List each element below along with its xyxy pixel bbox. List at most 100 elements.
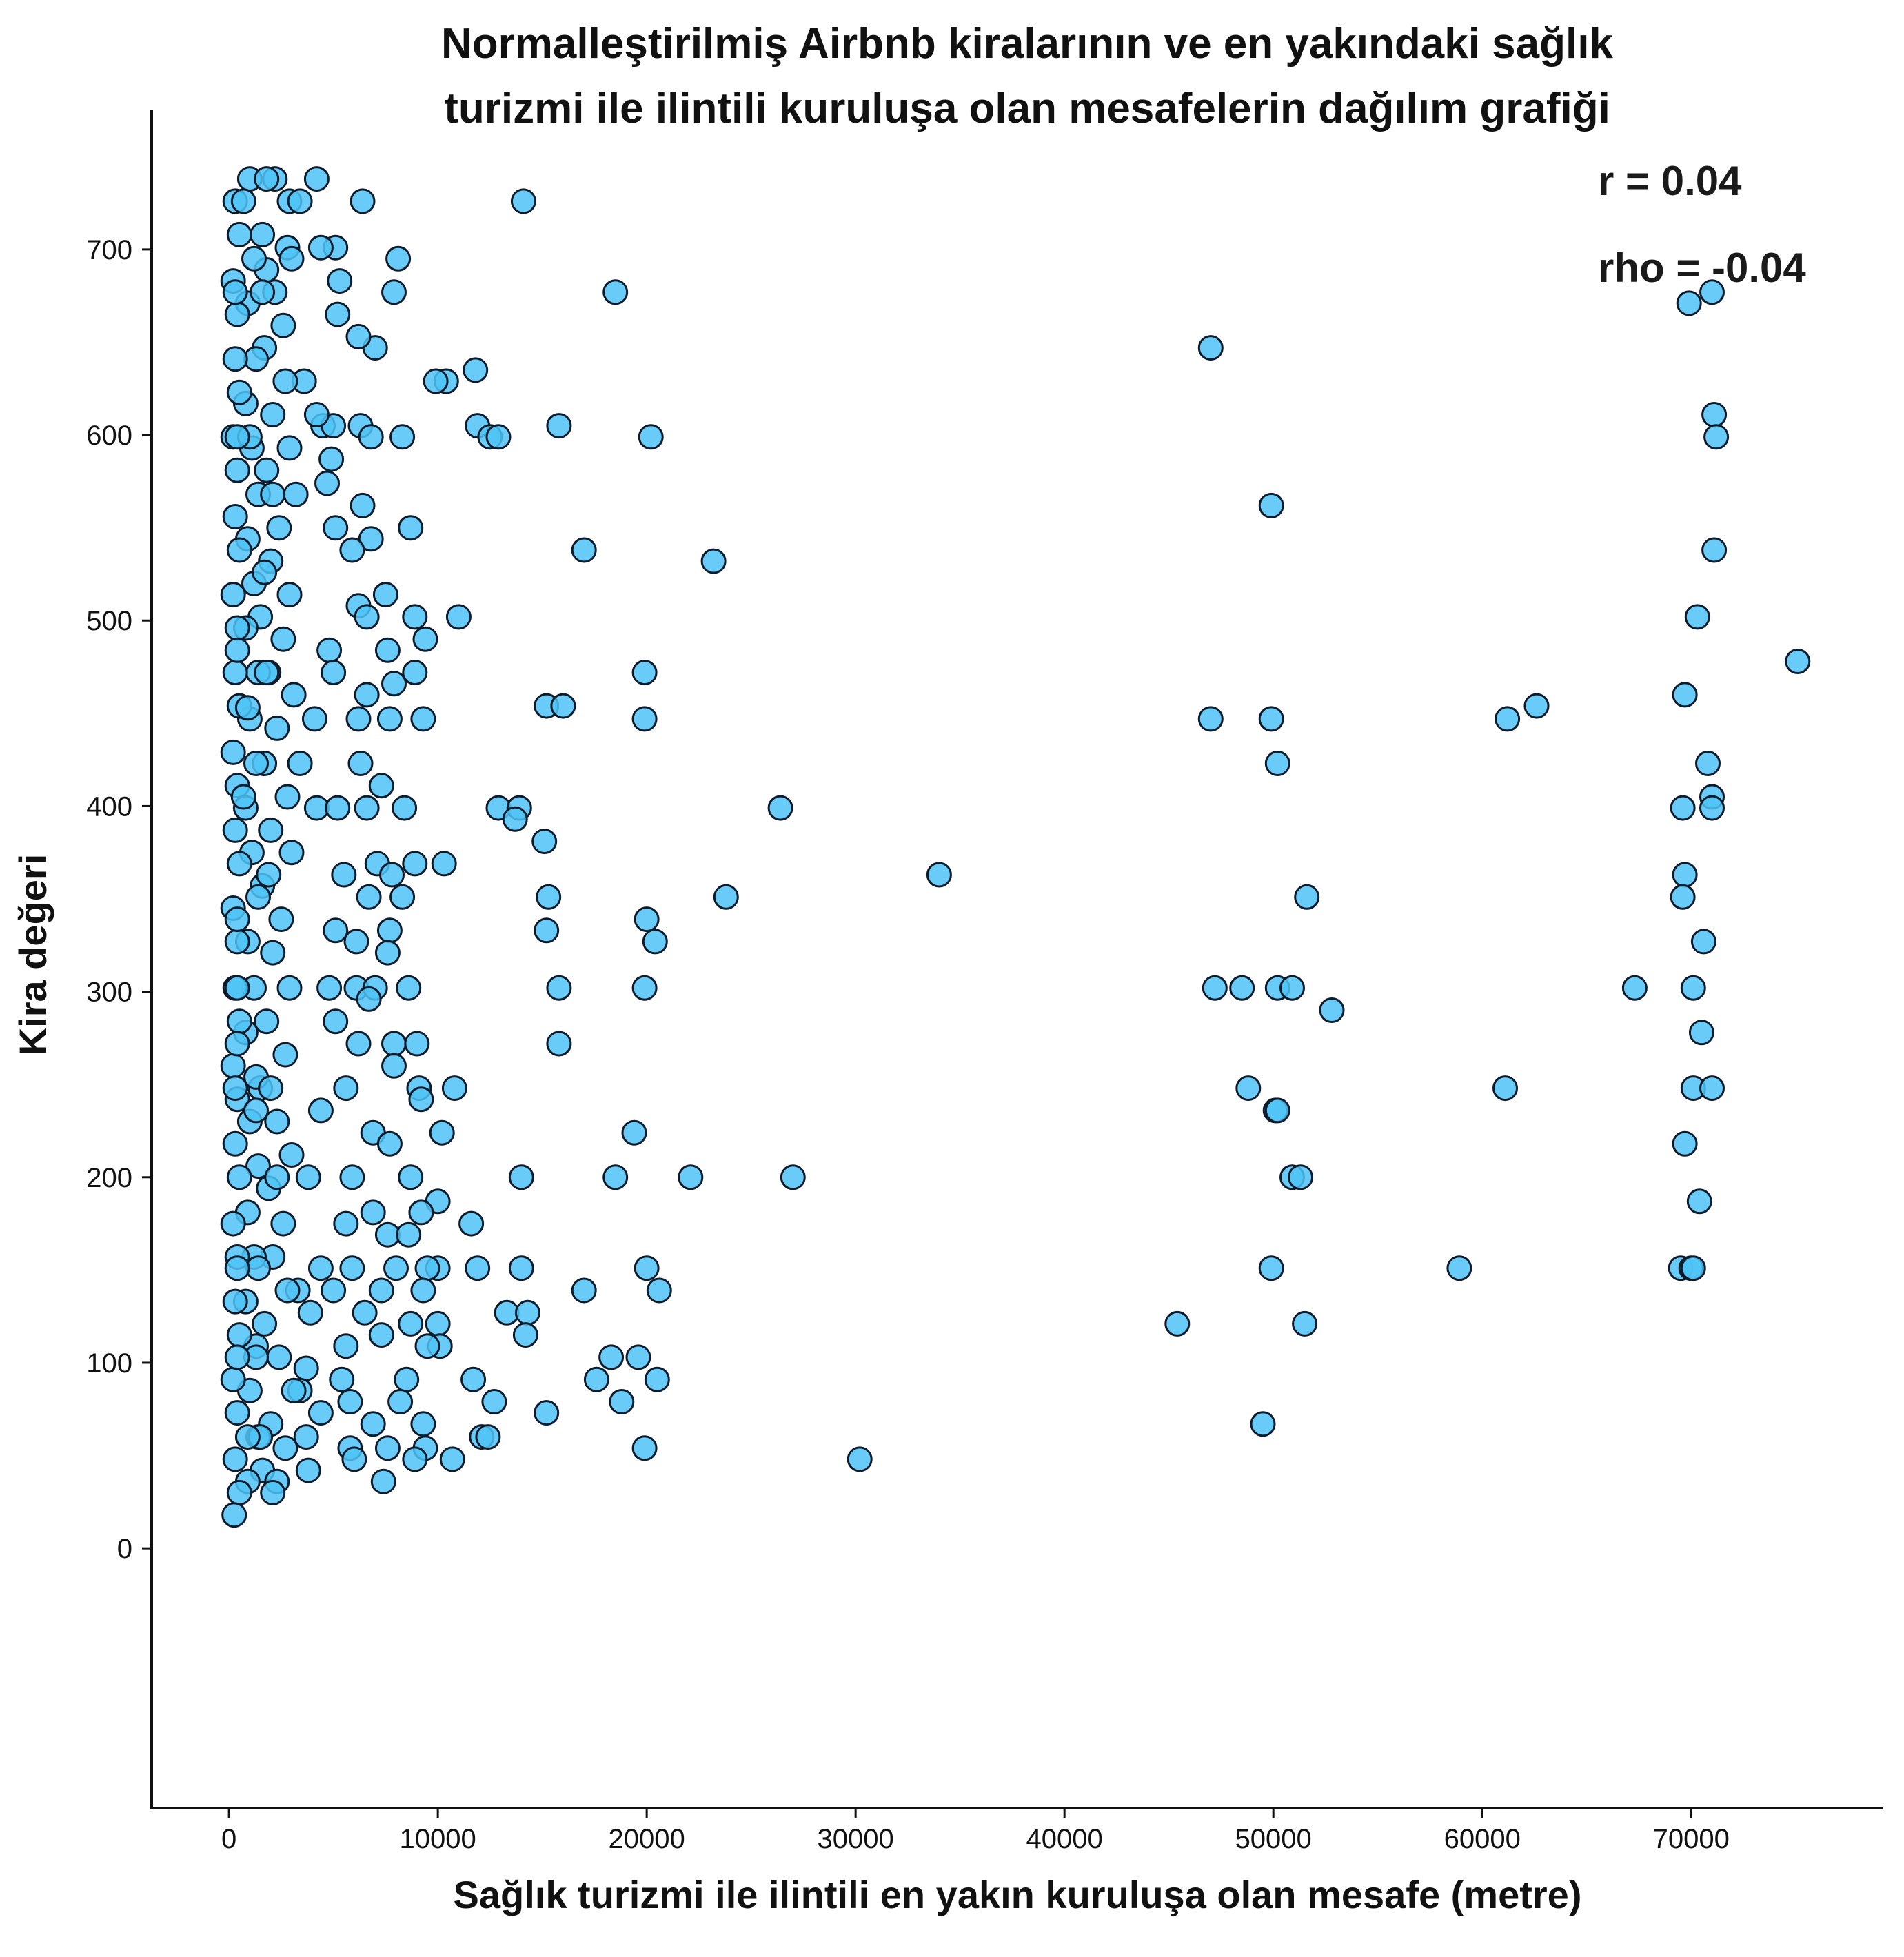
scatter-point	[356, 884, 382, 910]
scatter-point	[414, 1333, 440, 1359]
scatter-point	[270, 1210, 296, 1237]
scatter-point	[767, 795, 793, 821]
scatter-point	[396, 1221, 422, 1248]
scatter-point	[266, 515, 292, 541]
scatter-point	[226, 851, 252, 877]
scatter-point	[243, 751, 269, 776]
scatter-point	[631, 975, 658, 1001]
scatter-point	[230, 188, 256, 214]
scatter-point	[460, 1366, 487, 1392]
y-tick-label: 300	[86, 977, 132, 1008]
y-tick-label: 700	[86, 235, 132, 265]
scatter-point	[508, 1164, 534, 1190]
scatter-point	[1164, 1310, 1191, 1337]
scatter-point	[536, 884, 562, 910]
scatter-point	[226, 537, 252, 563]
scatter-point	[374, 1435, 401, 1461]
scatter-point	[1701, 402, 1728, 427]
scatter-point	[1235, 1075, 1262, 1102]
scatter-point	[571, 1277, 597, 1304]
scatter-point	[281, 682, 307, 708]
scatter-point	[514, 1299, 540, 1326]
scatter-point	[402, 851, 428, 877]
scatter-point	[376, 917, 403, 944]
scatter-point	[226, 1322, 252, 1348]
scatter-point	[293, 1424, 319, 1450]
scatter-point	[254, 166, 280, 192]
scatter-point	[333, 1075, 359, 1102]
scatter-point	[1670, 884, 1696, 910]
scatter-point	[278, 1142, 305, 1168]
scatter-point	[512, 1322, 538, 1348]
scatter-point	[222, 346, 248, 372]
pearson-r-annotation: r = 0.04	[1598, 158, 1742, 204]
scatter-point	[303, 166, 330, 192]
scatter-point	[475, 1424, 501, 1450]
scatter-point	[625, 1344, 651, 1370]
scatter-point	[325, 795, 351, 821]
scatter-point	[222, 504, 248, 529]
scatter-point	[307, 234, 334, 261]
scatter-point	[1684, 604, 1710, 630]
scatter-point	[258, 817, 284, 843]
scatter-point	[314, 470, 340, 496]
scatter-point	[1264, 1097, 1290, 1124]
scatter-point	[316, 975, 343, 1001]
scatter-point	[345, 1031, 372, 1057]
scatter-point	[1699, 279, 1725, 305]
scatter-point	[678, 1164, 704, 1190]
scatter-point	[402, 604, 428, 630]
scatter-point	[226, 379, 252, 405]
scatter-point	[220, 739, 246, 765]
scatter-point	[1279, 975, 1305, 1001]
scatter-point	[274, 1277, 301, 1304]
scatter-point	[410, 1277, 436, 1304]
scatter-point	[360, 1411, 386, 1437]
scatter-point	[325, 301, 351, 327]
scatter-point	[323, 515, 349, 541]
scatter-point	[631, 1435, 658, 1461]
scatter-point	[321, 660, 347, 686]
scatter-point	[1701, 537, 1728, 563]
scatter-point	[226, 1008, 252, 1035]
scatter-point	[398, 1164, 424, 1190]
scatter-point	[281, 1377, 307, 1403]
scatter-point	[224, 424, 250, 450]
scatter-point	[1672, 1130, 1698, 1157]
scatter-point	[1288, 1164, 1314, 1190]
scatter-point	[423, 368, 449, 394]
scatter-point	[274, 784, 301, 810]
scatter-point	[321, 1277, 347, 1304]
scatter-point	[402, 660, 428, 686]
scatter-point	[1686, 1188, 1712, 1215]
scatter-point	[276, 975, 303, 1001]
scatter-point	[226, 1479, 252, 1505]
scatter-point	[268, 906, 294, 933]
x-tick-label: 0	[221, 1824, 236, 1854]
scatter-point	[222, 817, 248, 843]
scatter-point	[222, 279, 248, 305]
scatter-point	[220, 1366, 246, 1392]
scatter-point	[550, 693, 576, 719]
scatter-point	[621, 1119, 647, 1146]
scatter-point	[381, 1053, 407, 1079]
scatter-point	[368, 1322, 394, 1348]
scatter-point	[1294, 884, 1320, 910]
scatter-point	[224, 929, 250, 955]
scatter-point	[224, 1031, 250, 1057]
scatter-point	[295, 1457, 321, 1483]
scatter-point	[1258, 492, 1284, 518]
scatter-point	[389, 424, 416, 450]
scatter-point	[221, 1502, 247, 1528]
x-tick-label: 30000	[818, 1824, 894, 1854]
scatter-point	[510, 188, 536, 214]
scatter-point	[260, 940, 286, 966]
y-tick-label: 600	[86, 420, 132, 451]
scatter-point	[222, 1130, 248, 1157]
scatter-point	[339, 537, 365, 563]
x-tick-label: 60000	[1444, 1824, 1521, 1854]
scatter-point	[293, 1355, 319, 1381]
scatter-point	[250, 221, 276, 247]
scatter-point	[270, 312, 296, 338]
